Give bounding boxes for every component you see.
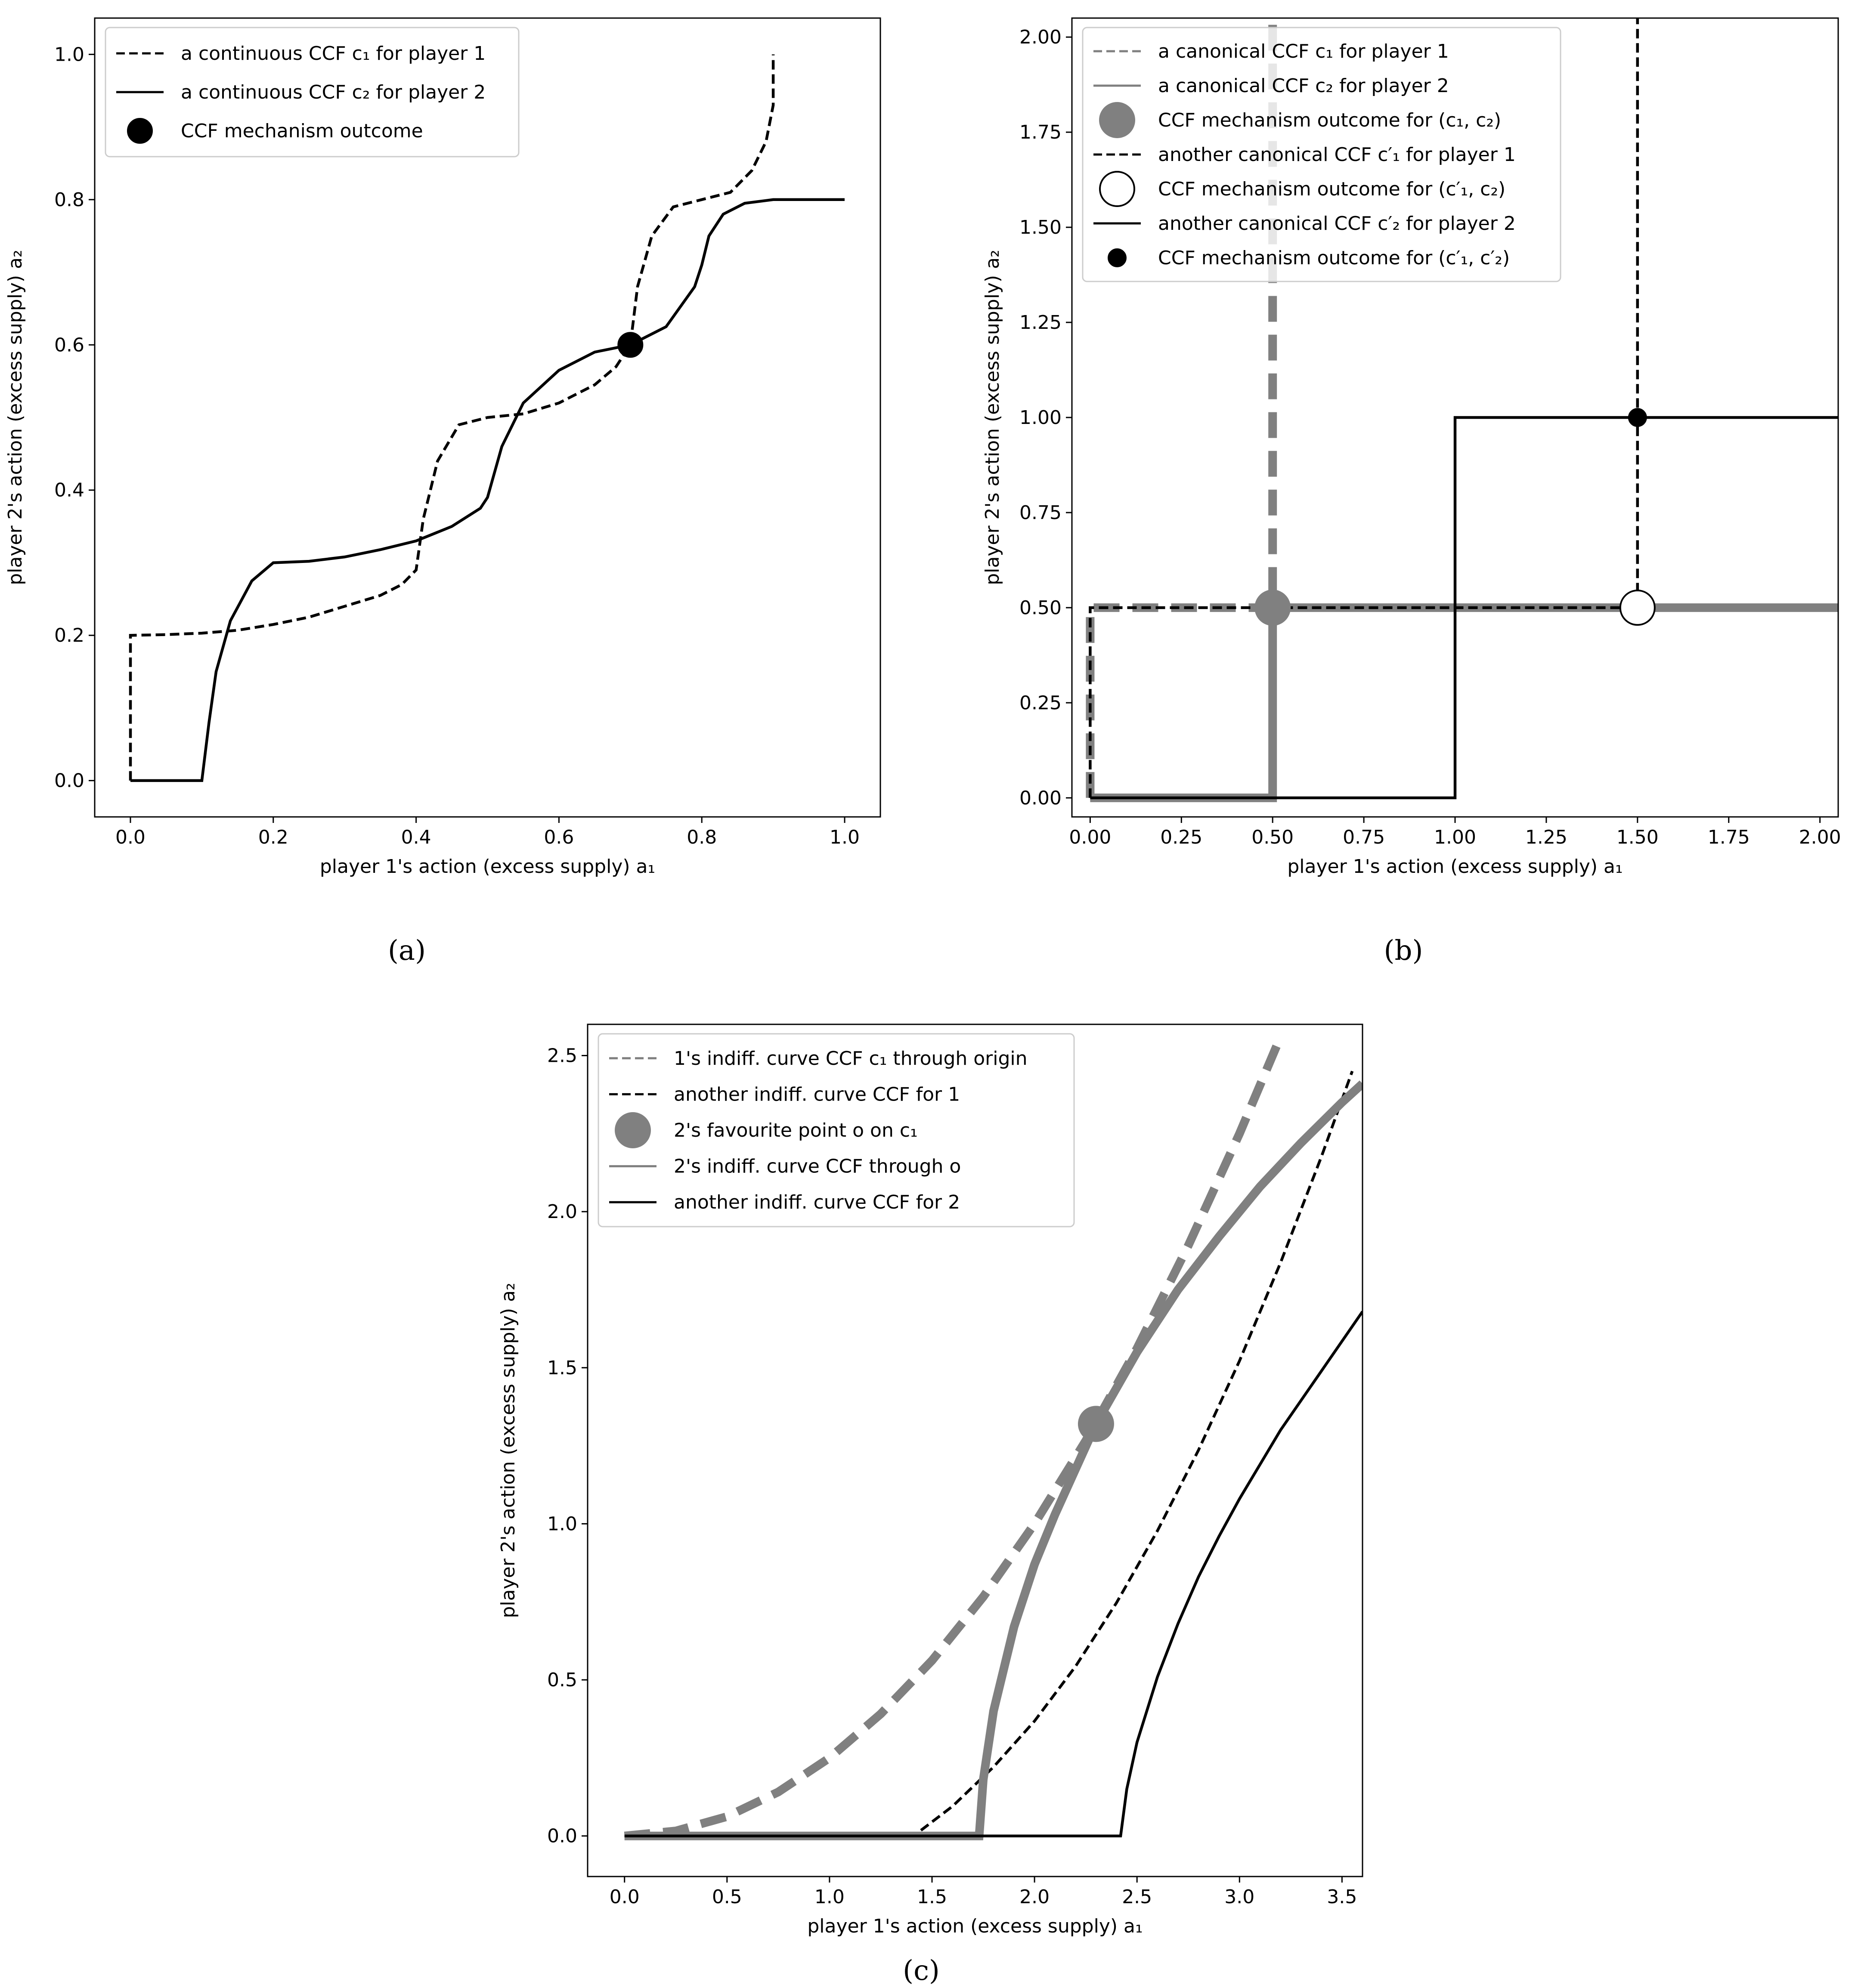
legend-marker-b bbox=[1099, 102, 1135, 138]
series-line-b-3 bbox=[1089, 18, 1639, 798]
y-tick-label-a: 1.0 bbox=[54, 43, 84, 65]
x-tick-label-c: 1.5 bbox=[917, 1886, 947, 1908]
x-tick-label-a: 0.2 bbox=[258, 826, 288, 848]
outcome-marker-b-4 bbox=[1619, 589, 1656, 626]
legend-label-c: 2's favourite point o on c₁ bbox=[674, 1119, 918, 1141]
legend-label-b: CCF mechanism outcome for (c₁, c₂) bbox=[1158, 109, 1501, 131]
y-tick-label-b: 1.75 bbox=[1019, 121, 1062, 143]
outcome-marker-a-2 bbox=[617, 332, 644, 358]
legend-label-a: CCF mechanism outcome bbox=[181, 120, 423, 142]
y-tick-label-a: 0.2 bbox=[54, 625, 84, 646]
series-line-c-1 bbox=[624, 1070, 1354, 1837]
outcome-marker-c-2 bbox=[1078, 1406, 1114, 1442]
x-tick-label-b: 0.75 bbox=[1343, 826, 1385, 848]
series-line-c-4 bbox=[624, 1311, 1363, 1837]
legend-label-a: a continuous CCF c₂ for player 2 bbox=[181, 81, 486, 103]
x-tick-label-b: 1.25 bbox=[1525, 826, 1567, 848]
subfigure-caption-a: (a) bbox=[388, 935, 426, 967]
y-axis-label-b: player 2's action (excess supply) a₂ bbox=[982, 250, 1003, 585]
x-tick-label-b: 1.75 bbox=[1708, 826, 1750, 848]
x-tick-label-a: 0.0 bbox=[115, 826, 146, 848]
panel-a: 0.0 0.2 0.4 0.6 0.8 1.0 0.0 0.2 0.4 0.6 0.8 1.0 play… bbox=[4, 17, 881, 967]
series-line-a-1 bbox=[130, 198, 845, 782]
y-tick-label-b: 1.00 bbox=[1019, 407, 1062, 429]
panel-c: 0.0 0.5 1.0 1.5 2.0 2.5 3.0 3.5 0.0 0.5 1.0 1.5 2.0 2… bbox=[497, 1023, 1363, 1987]
legend-label-c: 2's indiff. curve CCF through o bbox=[674, 1156, 961, 1178]
y-axis-label-a: player 2's action (excess supply) a₂ bbox=[4, 250, 26, 585]
legend-label-b: another canonical CCF c′₂ for player 2 bbox=[1158, 213, 1516, 235]
plot-area-a bbox=[129, 54, 845, 782]
y-tick-label-c: 1.5 bbox=[547, 1357, 577, 1379]
y-tick-label-a: 0.4 bbox=[54, 479, 84, 501]
y-tick-label-b: 0.50 bbox=[1019, 597, 1062, 619]
legend-marker-c bbox=[615, 1112, 651, 1148]
outcome-marker-b-2 bbox=[1254, 589, 1291, 626]
legend-label-c: another indiff. curve CCF for 1 bbox=[674, 1083, 960, 1105]
y-tick-label-c: 2.0 bbox=[547, 1201, 577, 1223]
subfigure-caption-b: (b) bbox=[1384, 935, 1423, 967]
legend-c bbox=[598, 1033, 1075, 1227]
x-tick-label-b: 1.50 bbox=[1616, 826, 1659, 848]
series-line-c-0 bbox=[624, 1035, 1285, 1840]
x-tick-label-c: 2.5 bbox=[1122, 1886, 1152, 1908]
axes-frame-c bbox=[587, 1023, 1363, 1877]
x-tick-label-c: 3.5 bbox=[1327, 1886, 1357, 1908]
subfigure-caption-c: (c) bbox=[903, 1955, 940, 1987]
legend-marker-b bbox=[1099, 171, 1135, 207]
y-tick-label-b: 1.25 bbox=[1019, 312, 1062, 334]
x-tick-label-a: 0.6 bbox=[544, 826, 574, 848]
x-tick-label-a: 0.8 bbox=[687, 826, 717, 848]
legend-label-b: another canonical CCF c′₁ for player 1 bbox=[1158, 144, 1516, 166]
legend-label-a: a continuous CCF c₁ for player 1 bbox=[181, 43, 486, 65]
y-axis-label-c: player 2's action (excess supply) a₂ bbox=[497, 1283, 519, 1618]
y-tick-label-b: 0.75 bbox=[1019, 502, 1062, 524]
x-axis-label-b: player 1's action (excess supply) a₁ bbox=[1287, 856, 1623, 878]
x-tick-label-c: 2.0 bbox=[1019, 1886, 1050, 1908]
y-tick-label-b: 1.50 bbox=[1019, 216, 1062, 238]
y-tick-label-b: 0.00 bbox=[1019, 787, 1062, 809]
x-tick-label-c: 0.5 bbox=[712, 1886, 742, 1908]
legend-label-b: a canonical CCF c₂ for player 2 bbox=[1158, 75, 1449, 97]
x-tick-label-c: 3.0 bbox=[1224, 1886, 1254, 1908]
y-tick-label-b: 2.00 bbox=[1019, 26, 1062, 48]
legend-marker-b bbox=[1108, 248, 1127, 267]
series-line-b-1 bbox=[1090, 603, 1838, 802]
x-tick-label-b: 0.00 bbox=[1069, 826, 1111, 848]
panel-b: 0.00 0.25 0.50 0.75 1.00 1.25 1.50 1.75 2.00 0.00… bbox=[982, 17, 1841, 967]
x-tick-label-b: 1.00 bbox=[1434, 826, 1476, 848]
series-line-a-0 bbox=[129, 54, 775, 781]
x-axis-label-a: player 1's action (excess supply) a₁ bbox=[320, 856, 655, 878]
x-tick-label-a: 0.4 bbox=[401, 826, 431, 848]
y-tick-label-a: 0.0 bbox=[54, 770, 84, 792]
y-tick-label-a: 0.6 bbox=[54, 334, 84, 356]
x-tick-label-c: 0.0 bbox=[610, 1886, 640, 1908]
y-tick-label-c: 0.0 bbox=[547, 1825, 577, 1847]
legend-marker-a bbox=[127, 118, 153, 144]
x-tick-label-a: 1.0 bbox=[830, 826, 860, 848]
x-tick-label-b: 0.25 bbox=[1160, 826, 1202, 848]
x-tick-label-c: 1.0 bbox=[814, 1886, 845, 1908]
y-tick-label-c: 2.5 bbox=[547, 1045, 577, 1067]
y-tick-label-a: 0.8 bbox=[54, 189, 84, 211]
legend-a bbox=[105, 27, 520, 158]
axes-frame-a bbox=[94, 17, 881, 818]
x-tick-label-b: 0.50 bbox=[1251, 826, 1294, 848]
x-tick-label-b: 2.00 bbox=[1799, 826, 1841, 848]
y-tick-label-c: 0.5 bbox=[547, 1669, 577, 1691]
y-tick-label-b: 0.25 bbox=[1019, 692, 1062, 714]
legend-label-b: CCF mechanism outcome for (c′₁, c₂) bbox=[1158, 178, 1505, 200]
legend-b bbox=[1082, 27, 1561, 282]
legend-label-b: a canonical CCF c₁ for player 1 bbox=[1158, 40, 1449, 62]
legend-label-c: another indiff. curve CCF for 2 bbox=[674, 1191, 960, 1213]
x-axis-label-c: player 1's action (excess supply) a₁ bbox=[807, 1915, 1143, 1937]
legend-label-c: 1's indiff. curve CCF c₁ through origin bbox=[674, 1048, 1028, 1070]
y-tick-label-c: 1.0 bbox=[547, 1513, 577, 1535]
legend-label-b: CCF mechanism outcome for (c′₁, c′₂) bbox=[1158, 247, 1510, 269]
series-line-b-0 bbox=[1086, 18, 1277, 798]
outcome-marker-b-6 bbox=[1628, 408, 1647, 427]
